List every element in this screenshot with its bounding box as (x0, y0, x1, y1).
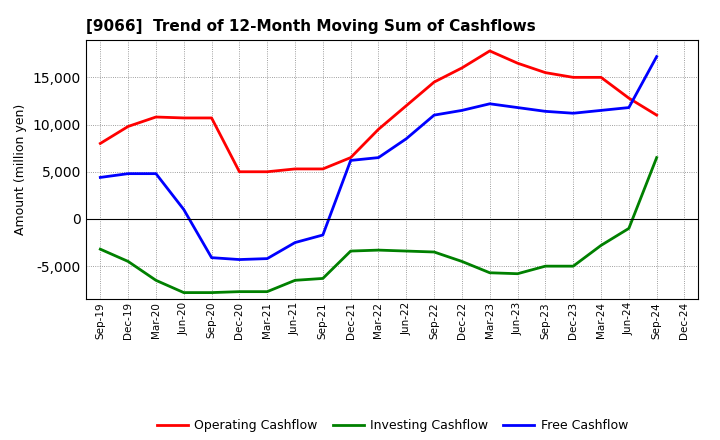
Investing Cashflow (263, 289, 271, 294)
Investing Cashflow (374, 247, 383, 253)
Free Cashflow (458, 108, 467, 113)
Free Cashflow (179, 207, 188, 212)
Operating Cashflow (124, 124, 132, 129)
Investing Cashflow (541, 264, 550, 269)
Line: Operating Cashflow: Operating Cashflow (100, 51, 657, 172)
Investing Cashflow (458, 259, 467, 264)
Investing Cashflow (346, 249, 355, 254)
Investing Cashflow (318, 276, 327, 281)
Operating Cashflow (374, 127, 383, 132)
Operating Cashflow (263, 169, 271, 174)
Legend: Operating Cashflow, Investing Cashflow, Free Cashflow: Operating Cashflow, Investing Cashflow, … (152, 414, 633, 437)
Free Cashflow (346, 158, 355, 163)
Investing Cashflow (96, 246, 104, 252)
Free Cashflow (263, 256, 271, 261)
Operating Cashflow (96, 141, 104, 146)
Operating Cashflow (346, 155, 355, 160)
Free Cashflow (541, 109, 550, 114)
Free Cashflow (124, 171, 132, 176)
Investing Cashflow (485, 270, 494, 275)
Investing Cashflow (430, 249, 438, 255)
Free Cashflow (152, 171, 161, 176)
Free Cashflow (402, 136, 410, 141)
Operating Cashflow (291, 166, 300, 172)
Investing Cashflow (624, 226, 633, 231)
Free Cashflow (235, 257, 243, 262)
Free Cashflow (318, 232, 327, 238)
Investing Cashflow (652, 155, 661, 160)
Operating Cashflow (430, 80, 438, 85)
Investing Cashflow (124, 259, 132, 264)
Investing Cashflow (152, 278, 161, 283)
Operating Cashflow (458, 65, 467, 70)
Free Cashflow (652, 54, 661, 59)
Operating Cashflow (152, 114, 161, 120)
Free Cashflow (624, 105, 633, 110)
Line: Free Cashflow: Free Cashflow (100, 57, 657, 260)
Free Cashflow (430, 113, 438, 118)
Operating Cashflow (402, 103, 410, 108)
Investing Cashflow (179, 290, 188, 295)
Operating Cashflow (485, 48, 494, 54)
Free Cashflow (485, 101, 494, 106)
Free Cashflow (291, 240, 300, 245)
Line: Investing Cashflow: Investing Cashflow (100, 158, 657, 293)
Free Cashflow (569, 110, 577, 116)
Investing Cashflow (569, 264, 577, 269)
Investing Cashflow (207, 290, 216, 295)
Free Cashflow (597, 108, 606, 113)
Y-axis label: Amount (million yen): Amount (million yen) (14, 104, 27, 235)
Free Cashflow (96, 175, 104, 180)
Operating Cashflow (318, 166, 327, 172)
Investing Cashflow (235, 289, 243, 294)
Operating Cashflow (207, 115, 216, 121)
Free Cashflow (207, 255, 216, 260)
Operating Cashflow (179, 115, 188, 121)
Investing Cashflow (597, 243, 606, 248)
Text: [9066]  Trend of 12-Month Moving Sum of Cashflows: [9066] Trend of 12-Month Moving Sum of C… (86, 19, 536, 34)
Investing Cashflow (513, 271, 522, 276)
Operating Cashflow (652, 113, 661, 118)
Operating Cashflow (624, 95, 633, 101)
Operating Cashflow (597, 75, 606, 80)
Free Cashflow (374, 155, 383, 160)
Investing Cashflow (291, 278, 300, 283)
Operating Cashflow (541, 70, 550, 75)
Operating Cashflow (569, 75, 577, 80)
Operating Cashflow (513, 61, 522, 66)
Operating Cashflow (235, 169, 243, 174)
Investing Cashflow (402, 249, 410, 254)
Free Cashflow (513, 105, 522, 110)
